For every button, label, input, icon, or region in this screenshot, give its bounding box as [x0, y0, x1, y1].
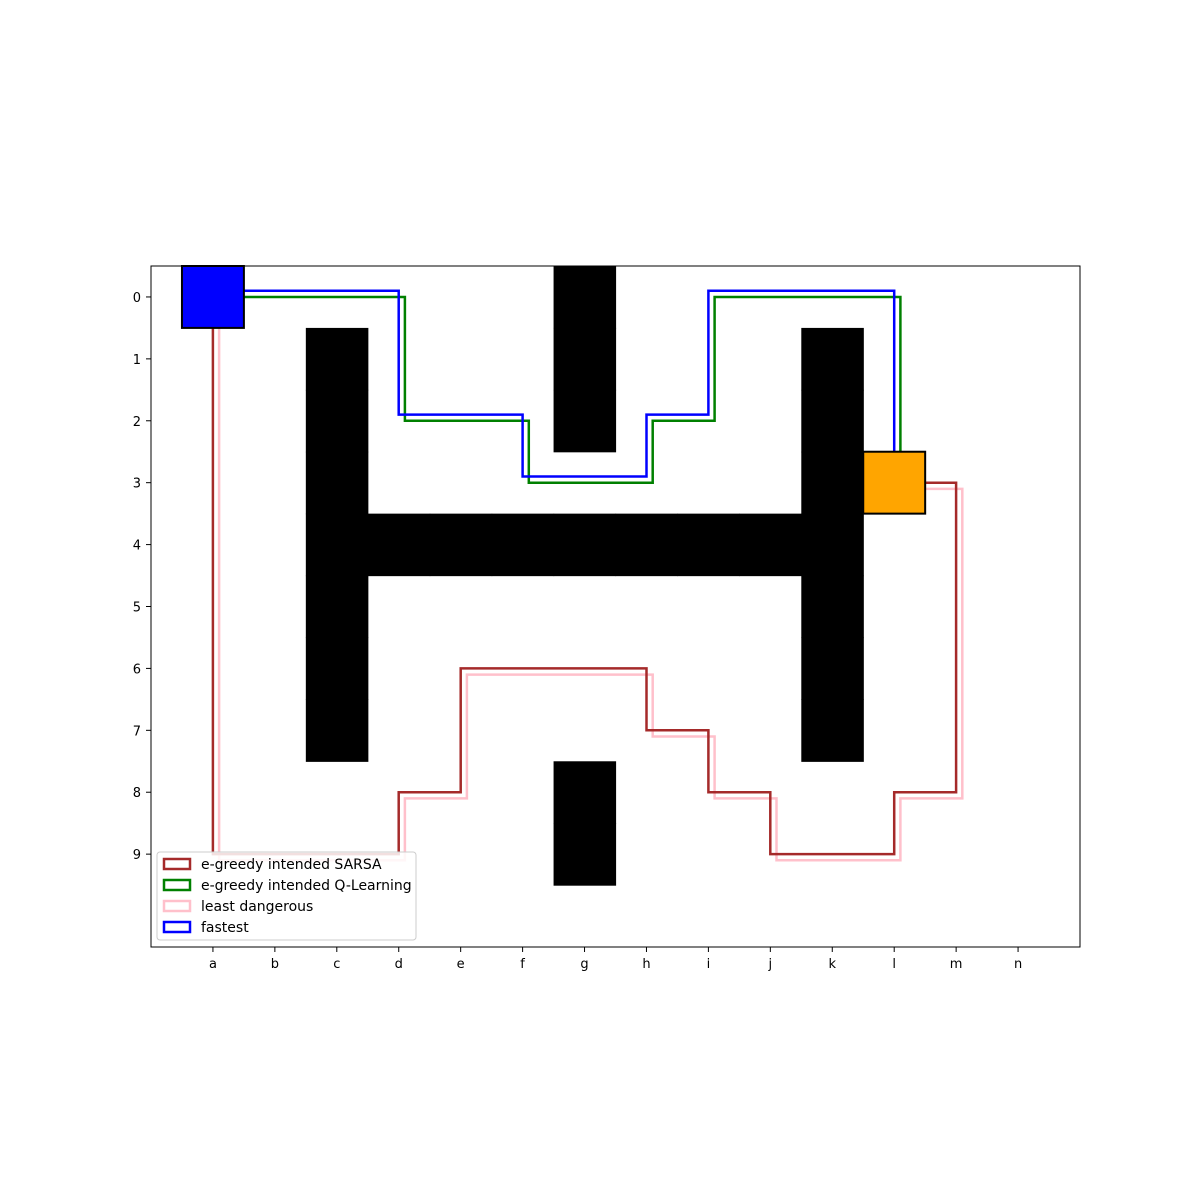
- x-tick-label: f: [520, 957, 525, 972]
- wall-cell: [305, 327, 369, 391]
- wall-cell: [367, 513, 431, 577]
- x-tick-label: a: [209, 957, 217, 972]
- path-e-greedy-intended-q-learning: [219, 295, 902, 484]
- x-tick-label: g: [580, 957, 588, 972]
- wall-cell: [801, 699, 864, 762]
- goal-cell: [862, 450, 927, 515]
- x-tick-label: k: [829, 957, 837, 972]
- y-tick-label: 0: [133, 291, 141, 306]
- wall-cell: [429, 513, 493, 577]
- wall-cell: [553, 823, 617, 886]
- x-axis: a b c d e f g h i j k l m n: [209, 947, 1022, 972]
- x-tick-label: j: [768, 957, 773, 972]
- x-tick-label: n: [1014, 957, 1022, 972]
- wall-cell: [801, 327, 864, 391]
- wall-cell: [305, 699, 369, 762]
- y-tick-label: 3: [133, 477, 141, 492]
- x-tick-label: c: [333, 957, 340, 972]
- walls-layer: [305, 266, 864, 886]
- wall-cell: [553, 266, 617, 329]
- y-tick-label: 7: [133, 724, 141, 739]
- legend-swatch: [162, 899, 192, 913]
- y-tick-label: 2: [133, 415, 141, 430]
- legend-swatch: [162, 878, 192, 892]
- wall-cell: [491, 513, 555, 577]
- wall-cell: [305, 451, 369, 515]
- wall-cell: [305, 389, 369, 453]
- start-cell: [180, 265, 245, 329]
- x-tick-label: i: [707, 957, 711, 972]
- legend-box: [156, 851, 417, 941]
- path-least-dangerous: [217, 303, 964, 862]
- wall-cell: [553, 513, 617, 577]
- path-e-greedy-intended-sarsa: [211, 297, 958, 856]
- path-fastest: [212, 289, 896, 478]
- wall-cell: [615, 513, 679, 577]
- legend-label: e-greedy intended SARSA: [201, 857, 382, 873]
- wall-cell: [801, 451, 864, 515]
- wall-cell: [305, 575, 369, 639]
- wall-cell: [801, 389, 864, 453]
- legend-swatch: [162, 920, 192, 934]
- x-tick-label: e: [457, 957, 465, 972]
- x-tick-label: d: [395, 957, 403, 972]
- y-axis: 0 1 2 3 4 5 6 7 8 9: [133, 291, 151, 863]
- x-tick-label: l: [892, 957, 896, 972]
- wall-cell: [305, 637, 369, 700]
- wall-cell: [553, 327, 617, 391]
- legend-swatch: [162, 857, 192, 871]
- x-tick-label: b: [271, 957, 279, 972]
- legend: e-greedy intended SARSA e-greedy intended…: [156, 851, 417, 941]
- y-tick-label: 5: [133, 601, 141, 616]
- wall-cell: [553, 389, 617, 453]
- legend-label: least dangerous: [201, 899, 313, 915]
- wall-cell: [801, 575, 864, 639]
- y-tick-label: 6: [133, 662, 141, 677]
- paths-layer: [211, 289, 964, 862]
- wall-cell: [305, 513, 369, 577]
- wall-cell: [801, 637, 864, 700]
- legend-label: e-greedy intended Q-Learning: [201, 878, 412, 894]
- wall-cell: [553, 761, 617, 824]
- wall-cell: [677, 513, 740, 577]
- y-tick-label: 1: [133, 353, 141, 368]
- y-tick-label: 4: [133, 539, 141, 554]
- wall-cell: [801, 513, 864, 577]
- legend-label: fastest: [201, 920, 249, 936]
- x-tick-label: m: [950, 957, 963, 972]
- x-tick-label: h: [642, 957, 650, 972]
- y-tick-label: 9: [133, 848, 141, 863]
- wall-cell: [739, 513, 802, 577]
- y-tick-label: 8: [133, 786, 141, 801]
- markers-layer: [180, 265, 927, 515]
